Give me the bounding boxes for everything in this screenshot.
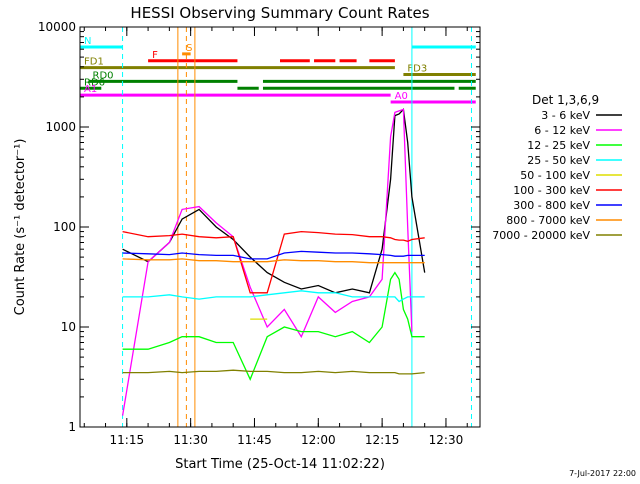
x-tick-label: 11:30 (173, 433, 208, 447)
x-tick-label: 12:15 (365, 433, 400, 447)
x-axis-label: Start Time (25-Oct-14 11:02:22) (175, 457, 385, 472)
series-line-6-12-kev (121, 108, 413, 416)
legend-label-6-12-kev: 6 - 12 keV (534, 124, 590, 137)
chart-title: HESSI Observing Summary Count Rates (130, 4, 429, 22)
x-tick-label: 12:00 (301, 433, 336, 447)
legend-label-12-25-kev: 12 - 25 keV (527, 139, 590, 152)
legend-label-7000-20000-kev: 7000 - 20000 keV (492, 229, 590, 242)
footer-date: 7-Jul-2017 22:00 (569, 469, 636, 478)
series-line-800-7000-kev (122, 258, 425, 264)
y-axis-label: Count Rate (s⁻¹ detector⁻¹) (13, 139, 28, 316)
series-line-3-6-kev (122, 107, 426, 294)
flag-label-rd6: RD6 (84, 77, 105, 88)
legend-title: Det 1,3,6,9 (532, 93, 599, 107)
flag-label-s: S (186, 43, 192, 54)
flag-label-rd0: RD0 (93, 70, 114, 81)
series-line-12-25-kev (122, 271, 425, 381)
series-line-7000-20000-kev (122, 369, 425, 375)
legend-label-25-50-kev: 25 - 50 keV (527, 154, 590, 167)
x-tick-label: 12:30 (429, 433, 464, 447)
flag-label-fd3: FD3 (407, 64, 427, 75)
y-tick-label: 1000 (45, 120, 76, 134)
flag-label-fd1: FD1 (84, 57, 104, 68)
y-tick-label: 1 (68, 420, 76, 434)
legend: Det 1,3,6,9 3 - 6 keV 6 - 12 keV 12 - 25 ke… (492, 93, 622, 242)
series-lines (121, 107, 426, 416)
y-tick-label: 10 (61, 320, 76, 334)
y-tick-label: 10000 (38, 20, 76, 34)
flag-label-a0: A0 (395, 91, 408, 102)
flag-label-a1: A1 (84, 84, 97, 95)
x-tick-label: 11:15 (110, 433, 145, 447)
series-line-100-300-kev (122, 230, 425, 294)
flag-label-n: N (84, 36, 91, 47)
series-line-25-50-kev (122, 290, 425, 303)
flag-label-f: F (152, 50, 158, 61)
x-axis: 11:15 11:30 11:45 12:00 12:15 12:30 (83, 27, 468, 447)
legend-label-300-800-kev: 300 - 800 keV (513, 199, 590, 212)
series-line-300-800-kev (122, 250, 425, 260)
legend-label-100-300-kev: 100 - 300 keV (513, 184, 590, 197)
legend-label-800-7000-kev: 800 - 7000 keV (506, 214, 590, 227)
y-axis: 1 10 100 1000 10000 (38, 20, 480, 434)
x-tick-label: 11:45 (237, 433, 272, 447)
legend-label-50-100-kev: 50 - 100 keV (520, 169, 590, 182)
y-tick-label: 100 (53, 220, 76, 234)
legend-label-3-6-kev: 3 - 6 keV (541, 109, 590, 122)
